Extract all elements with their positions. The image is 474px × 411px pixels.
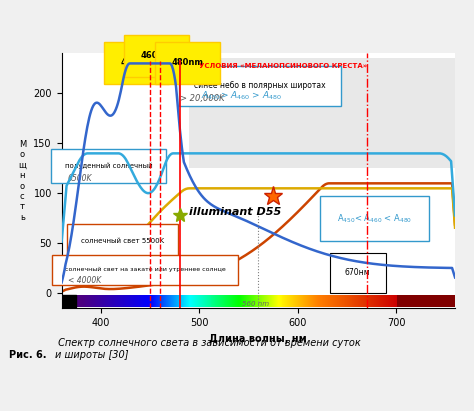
Text: Спектр солнечного света в зависимости от времени суток
и широты [30]: Спектр солнечного света в зависимости от…: [55, 338, 360, 360]
Text: 560 nm: 560 nm: [242, 301, 269, 307]
Text: 460nm: 460nm: [140, 51, 173, 60]
Text: > 20,000K: > 20,000K: [180, 95, 224, 104]
Text: УСЛОВИЯ «МЕЛАНОПСИНОВОГО КРЕСТА»: УСЛОВИЯ «МЕЛАНОПСИНОВОГО КРЕСТА»: [199, 63, 367, 69]
Text: солнечный свет 5500K: солнечный свет 5500K: [82, 238, 164, 244]
X-axis label: Длина волны, нм: Длина волны, нм: [210, 334, 307, 344]
FancyBboxPatch shape: [190, 58, 455, 169]
Text: < 4000K: < 4000K: [67, 276, 101, 285]
Text: 450nm: 450nm: [120, 58, 153, 67]
Text: A$_{450}$> A$_{460}$ > A$_{480}$: A$_{450}$> A$_{460}$ > A$_{480}$: [201, 90, 283, 102]
Text: 480nm: 480nm: [172, 58, 204, 67]
Text: illuminant D55: illuminant D55: [190, 207, 282, 217]
Text: Рис. 6.: Рис. 6.: [9, 350, 47, 360]
Text: синее небо в полярных широтах: синее небо в полярных широтах: [194, 81, 326, 90]
Text: солнечный свет на закате или утреннее солнце: солнечный свет на закате или утреннее со…: [64, 267, 225, 272]
Y-axis label: М
о
щ
н
о
с
т
ь: М о щ н о с т ь: [18, 140, 26, 222]
Text: 6500K: 6500K: [67, 174, 92, 183]
Text: A$_{450}$< A$_{460}$ < A$_{480}$: A$_{450}$< A$_{460}$ < A$_{480}$: [337, 212, 412, 225]
Text: 670нм: 670нм: [345, 268, 371, 277]
Text: полуденный солнечный: полуденный солнечный: [64, 163, 152, 169]
